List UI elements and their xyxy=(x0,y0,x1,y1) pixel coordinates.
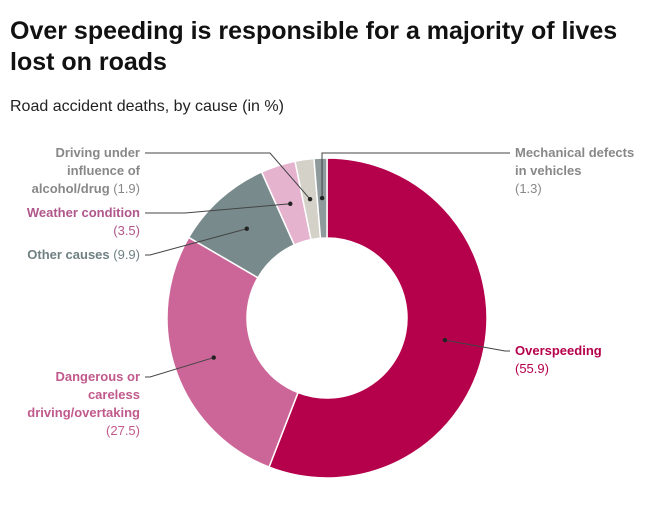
donut-slice xyxy=(166,236,299,469)
leader-dot xyxy=(211,355,216,360)
value-label: (3.5) xyxy=(113,223,140,238)
donut-slice xyxy=(268,157,488,479)
value-label: (9.9) xyxy=(113,247,140,262)
slice-label: Overspeeding (55.9) xyxy=(515,342,635,378)
leader-line xyxy=(321,152,510,199)
leader-dot xyxy=(319,195,325,201)
slice-label: Other causes (9.9) xyxy=(10,246,140,264)
leader-line xyxy=(145,357,214,378)
value-label: (27.5) xyxy=(106,423,140,438)
value-label: (1.9) xyxy=(113,181,140,196)
leader-line xyxy=(444,339,510,352)
category-name: Overspeeding xyxy=(515,343,602,358)
category-name: Dangerous or careless driving/overtaking xyxy=(27,369,140,420)
leader-dot xyxy=(442,337,448,343)
category-name: Other causes xyxy=(27,247,110,262)
slice-label: Driving under influence of alcohol/drug … xyxy=(10,144,140,198)
leader-line xyxy=(145,152,311,200)
leader-line xyxy=(145,228,247,256)
slice-label: Weather condition (3.5) xyxy=(10,204,140,240)
leader-line xyxy=(145,203,291,214)
slice-label: Dangerous or careless driving/overtaking… xyxy=(10,368,140,440)
category-name: Mechanical defects in vehicles xyxy=(515,145,635,178)
chart-title: Over speeding is responsible for a major… xyxy=(10,17,618,76)
slice-label: Mechanical defects in vehicles (1.3) xyxy=(515,144,640,198)
leader-dot xyxy=(307,196,313,202)
leader-dot xyxy=(244,226,249,231)
leader-dot xyxy=(288,201,293,206)
category-name: Driving under influence of alcohol/drug xyxy=(31,145,140,196)
category-name: Weather condition xyxy=(26,205,140,220)
value-label: (55.9) xyxy=(515,361,549,376)
value-label: (1.3) xyxy=(515,181,542,196)
chart-subtitle: Road accident deaths, by cause (in %) xyxy=(10,98,284,115)
